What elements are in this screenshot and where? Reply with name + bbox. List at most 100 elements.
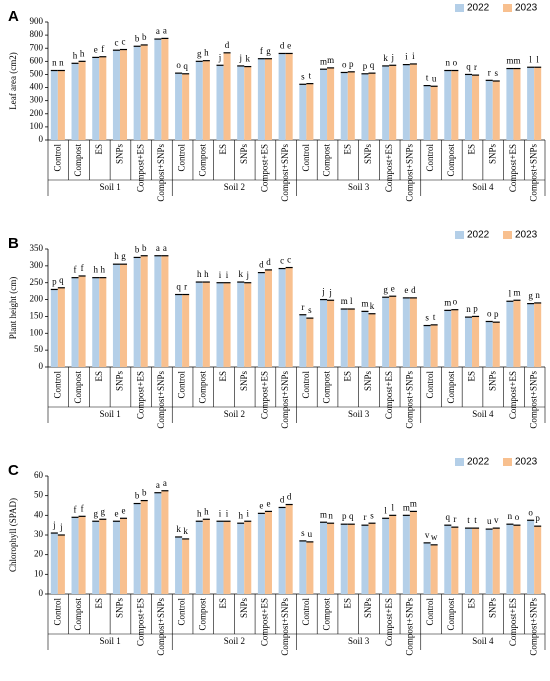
bar — [223, 282, 231, 367]
x-tick-label: ES — [467, 371, 477, 382]
x-tick-label: ES — [218, 371, 228, 382]
x-tick-label: Compost — [446, 598, 456, 631]
bar — [161, 490, 169, 594]
significance-letter: m — [361, 298, 368, 308]
y-tick-label: 150 — [30, 310, 44, 320]
y-tick-label: 10 — [34, 568, 44, 578]
bar — [285, 267, 293, 367]
significance-letter: f — [81, 503, 84, 513]
bar — [133, 503, 141, 594]
bar — [472, 75, 480, 140]
bar — [202, 282, 210, 367]
significance-letter: f — [74, 504, 77, 514]
y-tick-label: 250 — [30, 277, 44, 287]
significance-letter: c — [280, 256, 284, 266]
group-label: Soil 2 — [224, 182, 245, 192]
bar — [347, 309, 355, 367]
significance-letter: e — [391, 283, 395, 293]
bar — [444, 310, 452, 367]
bar — [112, 50, 120, 140]
bar — [50, 533, 58, 594]
y-tick-label: 200 — [30, 108, 44, 118]
bar — [195, 521, 203, 594]
bar — [534, 526, 542, 594]
bar — [154, 492, 162, 594]
significance-letter: p — [52, 277, 57, 287]
bar — [506, 68, 514, 140]
bar — [423, 542, 431, 594]
bar — [244, 66, 252, 140]
significance-letter: e — [94, 44, 98, 54]
significance-letter: i — [405, 52, 408, 62]
bar — [527, 520, 535, 594]
x-tick-label: Compost — [446, 144, 456, 177]
x-tick-label: Compost+ES — [508, 144, 518, 192]
bar — [368, 73, 376, 140]
significance-letter: i — [246, 508, 249, 518]
bar — [182, 73, 190, 140]
significance-letter: q — [446, 512, 451, 522]
significance-letter: d — [287, 492, 292, 502]
significance-letter: m — [320, 56, 327, 66]
bar — [492, 81, 500, 140]
significance-letter: h — [114, 251, 119, 261]
bar — [92, 521, 100, 594]
significance-letter: b — [142, 243, 147, 253]
significance-letter: j — [59, 522, 63, 532]
bar — [472, 528, 480, 594]
significance-letter: e — [266, 498, 270, 508]
bar — [389, 296, 397, 367]
significance-letter: j — [328, 287, 332, 297]
x-tick-label: ES — [467, 598, 477, 609]
y-tick-label: 300 — [30, 260, 44, 270]
significance-letter: i — [412, 51, 415, 61]
bar — [402, 64, 410, 140]
significance-letter: f — [260, 46, 263, 56]
bar — [451, 527, 459, 594]
significance-letter: n — [52, 58, 57, 68]
significance-letter: e — [121, 505, 125, 515]
significance-letter: p — [363, 61, 368, 71]
bar — [485, 529, 493, 594]
x-tick-label: Control — [177, 371, 187, 399]
significance-letter: u — [308, 529, 313, 539]
significance-letter: q — [349, 511, 354, 521]
significance-letter: q — [466, 62, 471, 72]
bar — [182, 294, 190, 367]
y-tick-label: 0 — [39, 134, 44, 144]
legend-swatch — [503, 458, 512, 466]
x-tick-label: Compost — [73, 598, 83, 631]
bar — [216, 282, 224, 367]
bar — [257, 58, 265, 140]
significance-letter: f — [74, 265, 77, 275]
significance-letter: t — [426, 73, 429, 83]
significance-letter: m — [513, 56, 520, 66]
y-tick-label: 100 — [30, 121, 44, 131]
legend-swatch — [455, 4, 464, 12]
x-tick-label: Compost — [322, 144, 332, 177]
significance-letter: v — [494, 515, 499, 525]
y-axis-label: Plant height (cm) — [8, 277, 18, 340]
significance-letter: m — [403, 502, 410, 512]
group-label: Soil 4 — [472, 409, 494, 419]
x-tick-label: Compost+SNPs — [529, 598, 539, 656]
bar — [175, 294, 183, 367]
significance-letter: o — [487, 309, 492, 319]
x-tick-label: Control — [301, 144, 311, 172]
bar — [340, 524, 348, 594]
significance-letter: u — [432, 73, 437, 83]
x-tick-label: Control — [425, 371, 435, 399]
x-tick-label: SNPs — [487, 144, 497, 165]
significance-letter: k — [238, 269, 243, 279]
bar — [485, 321, 493, 367]
bar — [327, 300, 335, 367]
significance-letter: m — [320, 509, 327, 519]
bar — [216, 65, 224, 140]
bar — [175, 73, 183, 140]
legend-label: 2023 — [515, 3, 538, 14]
bar — [409, 511, 417, 594]
bar — [382, 65, 390, 140]
bar — [223, 521, 231, 594]
bar — [320, 299, 328, 367]
bar — [464, 317, 473, 367]
